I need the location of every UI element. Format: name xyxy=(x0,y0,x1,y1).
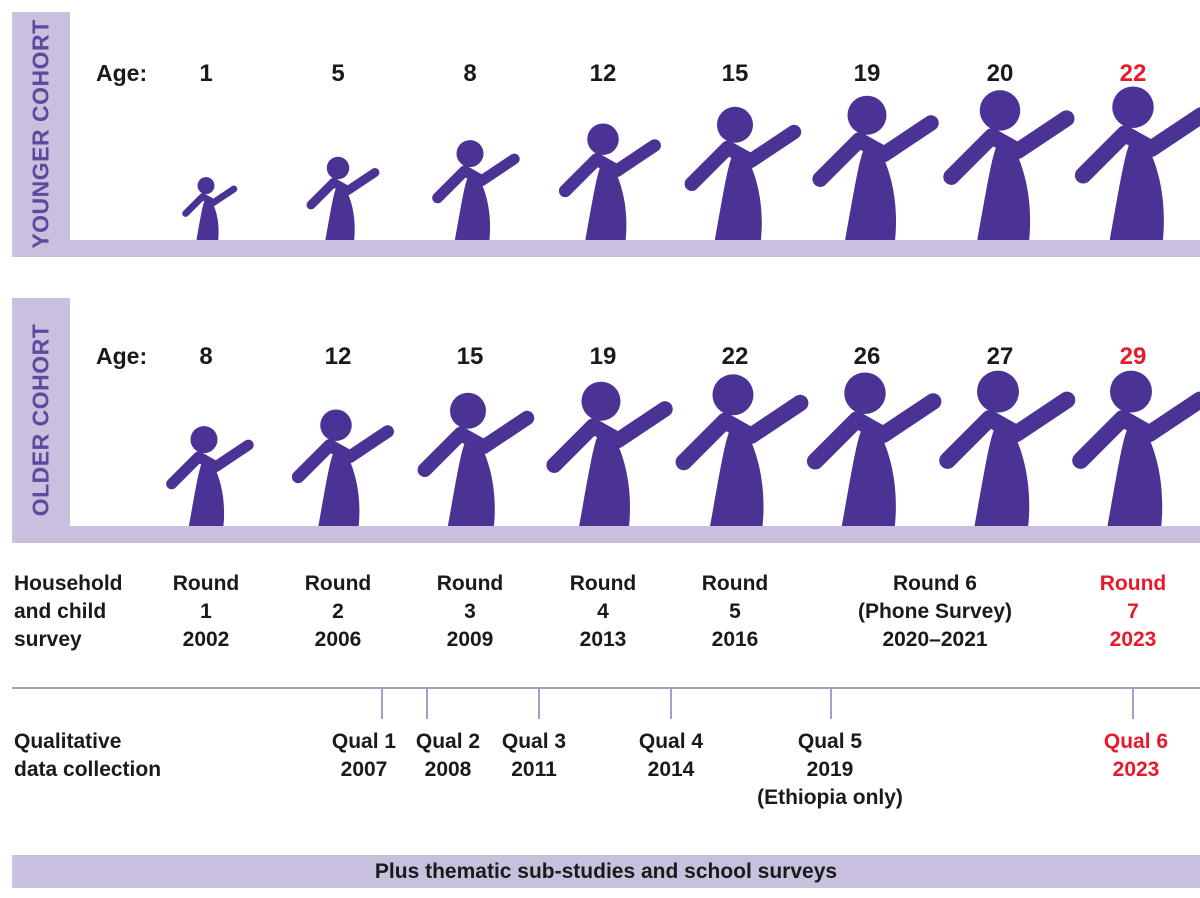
older-cohort-band xyxy=(12,298,70,543)
child-figure-icon xyxy=(939,370,1076,526)
younger-age-3: 8 xyxy=(463,60,477,87)
child-figure-icon xyxy=(546,381,673,526)
footer-text: Plus thematic sub-studies and school sur… xyxy=(374,860,838,883)
younger-age-4: 12 xyxy=(589,60,617,87)
timeline-tick xyxy=(670,689,672,719)
qual-4: Qual 4 2014 xyxy=(638,730,704,781)
child-figure-icon xyxy=(432,140,520,240)
older-age-label: Age: xyxy=(96,343,148,369)
survey-round-2: Round 2 2006 xyxy=(304,572,372,651)
younger-age-6: 19 xyxy=(853,60,881,87)
younger-cohort-band xyxy=(12,12,70,257)
child-figure-icon xyxy=(291,409,394,526)
younger-cohort-figures xyxy=(182,86,1200,240)
child-figure-icon xyxy=(943,90,1075,240)
qualitative-label: Qualitative data collection xyxy=(14,730,162,781)
younger-age-5: 15 xyxy=(721,60,749,87)
survey-round-5: Round 5 2016 xyxy=(701,572,769,651)
survey-round-7: Round 7 2023 xyxy=(1099,572,1167,651)
older-cohort-floor xyxy=(70,526,1200,543)
qual-6: Qual 6 2023 xyxy=(1103,730,1169,781)
child-figure-icon xyxy=(1072,370,1200,526)
survey-round-4: Round 4 2013 xyxy=(569,572,637,651)
qualitative-timeline-line xyxy=(12,687,1200,689)
child-figure-icon xyxy=(675,374,809,526)
child-figure-icon xyxy=(306,156,380,240)
timeline-tick xyxy=(1132,689,1134,719)
older-age-7: 27 xyxy=(986,343,1014,370)
survey-round-6: Round 6 (Phone Survey) 2020–2021 xyxy=(857,572,1013,651)
older-age-8: 29 xyxy=(1119,343,1147,370)
child-figure-icon xyxy=(684,106,802,240)
younger-age-1: 1 xyxy=(199,60,213,87)
older-age-1: 8 xyxy=(199,343,213,370)
child-figure-icon xyxy=(182,177,238,240)
older-age-3: 15 xyxy=(456,343,484,370)
child-figure-icon xyxy=(812,95,939,240)
qual-5: Qual 5 2019 (Ethiopia only) xyxy=(757,730,903,809)
survey-label: Household and child survey xyxy=(14,572,123,651)
timeline-tick xyxy=(381,689,383,719)
younger-age-2: 5 xyxy=(331,60,345,87)
timeline-tick xyxy=(538,689,540,719)
child-figure-icon xyxy=(806,372,942,526)
younger-age-label: Age: xyxy=(96,60,148,86)
qual-1: Qual 1 2007 xyxy=(331,730,397,781)
younger-age-8: 22 xyxy=(1119,60,1147,87)
older-age-2: 12 xyxy=(324,343,352,370)
child-figure-icon xyxy=(166,426,254,526)
qual-3: Qual 3 2011 xyxy=(501,730,567,781)
survey-round-1: Round 1 2002 xyxy=(172,572,240,651)
older-age-5: 22 xyxy=(721,343,749,370)
timeline-tick xyxy=(426,689,428,719)
survey-round-3: Round 3 2009 xyxy=(436,572,504,651)
child-figure-icon xyxy=(417,392,535,526)
footer-band: Plus thematic sub-studies and school sur… xyxy=(12,855,1200,888)
child-figure-icon xyxy=(558,123,661,240)
timeline-tick xyxy=(830,689,832,719)
younger-age-7: 20 xyxy=(986,60,1014,87)
older-age-4: 19 xyxy=(589,343,617,370)
child-figure-icon xyxy=(1074,86,1200,240)
younger-cohort-floor xyxy=(70,240,1200,257)
qual-2: Qual 2 2008 xyxy=(415,730,481,781)
older-age-6: 26 xyxy=(853,343,881,370)
older-cohort-figures xyxy=(166,370,1200,526)
